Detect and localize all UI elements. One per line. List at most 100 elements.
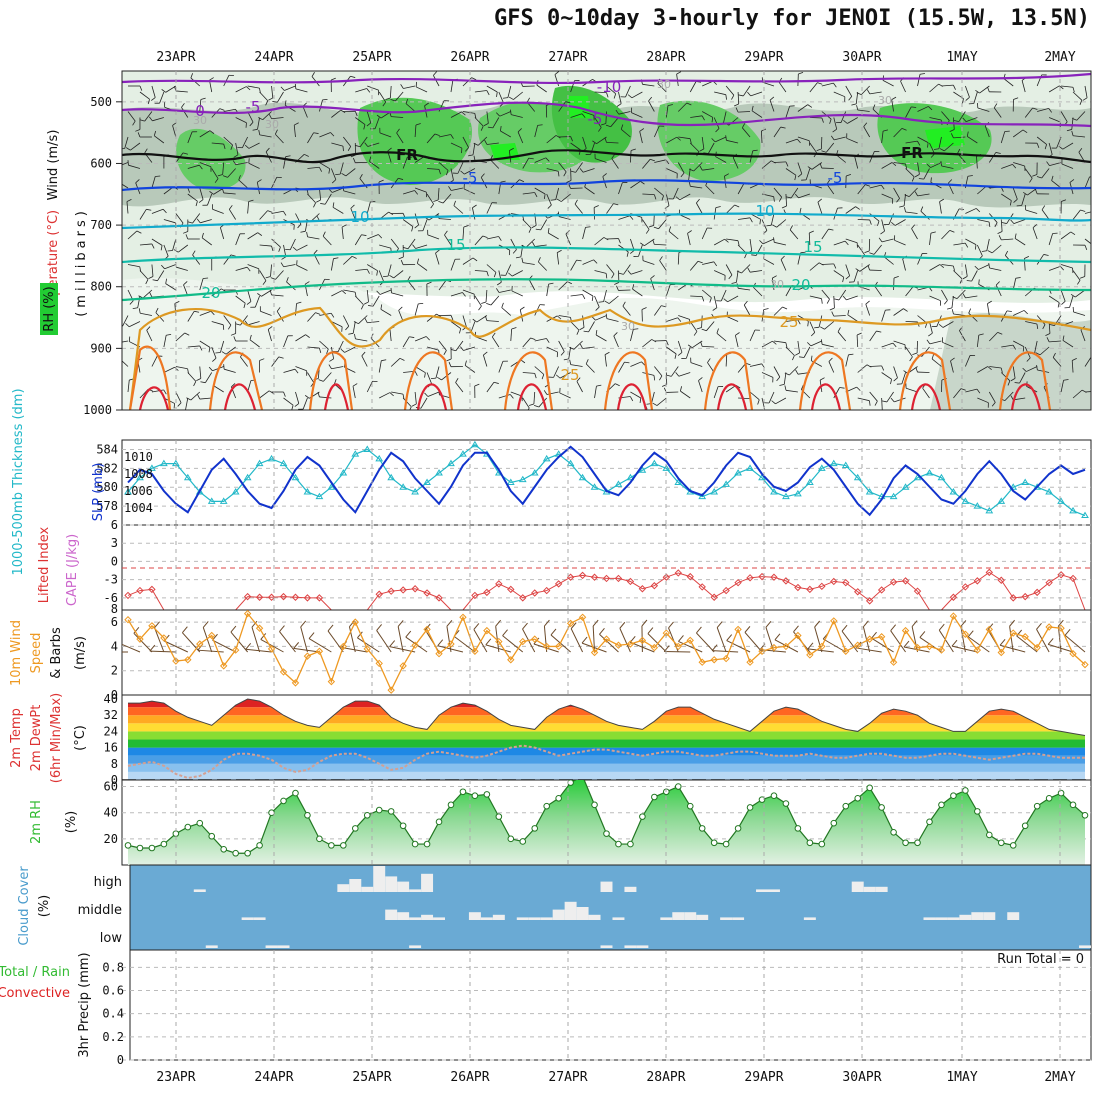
rh-point (1081, 812, 1089, 819)
wind-barb-flag (611, 273, 615, 279)
wind-barb-flag (161, 89, 166, 93)
cloud-bar (720, 917, 733, 920)
wind-barb-flag (1045, 333, 1051, 336)
tick-label: 6 (111, 615, 118, 629)
rh-point (399, 822, 407, 830)
li-point (985, 568, 994, 577)
wind-barb-flag (618, 272, 624, 275)
wind-barb-flag (146, 208, 152, 211)
wind-barb (845, 238, 858, 244)
wind-barb (738, 287, 751, 291)
wind-barb-flag (570, 170, 576, 173)
wind-barb-flag (652, 239, 655, 245)
rh-point (722, 840, 730, 848)
wind-barb (128, 164, 141, 169)
wind-barb-flag (735, 107, 739, 113)
wind-barb-flag (874, 401, 878, 406)
li-point (913, 587, 922, 595)
wind-barb (187, 131, 193, 144)
wind-barb-flag (593, 205, 599, 208)
rh-point (351, 825, 359, 832)
wind-barb (702, 261, 714, 265)
li-point (255, 593, 264, 601)
wind-barb (797, 340, 800, 353)
wind-barb-flag (1022, 129, 1028, 133)
li-point (578, 571, 587, 580)
wind-barb (1039, 346, 1050, 356)
wind-barb (701, 315, 703, 328)
li-point (554, 580, 563, 588)
wind-barb-flag (725, 135, 727, 141)
thickness-point (471, 440, 479, 448)
wind-barb (267, 329, 272, 342)
wind-barb (751, 110, 763, 118)
wind-barb (462, 289, 475, 295)
wind-barb (511, 270, 523, 277)
wind-barb (570, 364, 583, 367)
wind10m-barb (533, 643, 559, 653)
cloud-bar (971, 912, 984, 920)
wind10m-barb-flag (154, 621, 160, 629)
wind-barb-flag (285, 155, 291, 158)
wind-barb-flag (1032, 107, 1038, 110)
wind-barb-flag (230, 333, 236, 336)
wind-barb-flag (528, 227, 532, 233)
wind-barb (1062, 340, 1074, 348)
wind-barb-flag (128, 336, 131, 342)
wind-barb (953, 136, 966, 139)
wind-barb (199, 340, 211, 348)
wind-barb-flag (794, 193, 799, 199)
wind-barb (701, 136, 705, 149)
cloud-bar (624, 945, 637, 948)
wind-barb-flag (315, 312, 321, 315)
wind-barb (1060, 111, 1068, 122)
wind-barb (211, 321, 224, 326)
wind-barb-flag (785, 161, 789, 167)
wind-barb (725, 354, 728, 367)
wind-barb-flag (119, 354, 121, 359)
wind-barb (507, 85, 512, 98)
tick-label: 4 (111, 639, 118, 653)
wind-barb (561, 193, 571, 202)
wind-barb (331, 109, 342, 118)
wind-barb-flag (915, 367, 918, 373)
thickness-point (937, 473, 946, 481)
sounding-frame (121, 70, 1092, 411)
wind-barb-flag (1004, 250, 1009, 256)
wind-barb-flag (952, 265, 955, 271)
wind-barb (235, 266, 248, 271)
wind-barb (713, 270, 726, 276)
thickness-point (518, 475, 527, 483)
wind-barb (789, 229, 799, 240)
wind-barb-flag (214, 178, 219, 183)
wind-barb-flag (160, 264, 165, 270)
wind-barb (522, 372, 535, 374)
wind-barb (706, 321, 715, 331)
wind-barb (235, 117, 247, 124)
wind-barb-flag (453, 200, 456, 206)
wind-barb-flag (1046, 161, 1050, 166)
temp-band (128, 763, 1085, 772)
wind-barb (989, 332, 998, 342)
wind-barb-flag (797, 173, 803, 178)
wind-barb (917, 74, 921, 87)
wind-barb (881, 309, 886, 322)
wind-barb-flag (1078, 148, 1083, 153)
wind-barb (457, 162, 464, 174)
wind-barb (939, 201, 942, 214)
wind-barb (491, 336, 500, 348)
wind-barb (127, 264, 140, 268)
wind-label-a: 10m Wind (9, 620, 24, 686)
wind-barb-flag (231, 383, 236, 388)
wind-barb (769, 100, 775, 112)
thickness-point (674, 478, 683, 485)
chart-title: GFS 0~10day 3-hourly for JENOI (15.5W, 1… (493, 6, 1090, 31)
wind10m-barb-flag (405, 630, 412, 638)
wind-barb-flag (987, 300, 992, 304)
wind-barb (319, 132, 331, 138)
wind-speed-point (913, 643, 922, 652)
wind-barb-flag (751, 254, 757, 256)
wind-barb-flag (378, 234, 383, 239)
cloud-bar (612, 917, 625, 920)
